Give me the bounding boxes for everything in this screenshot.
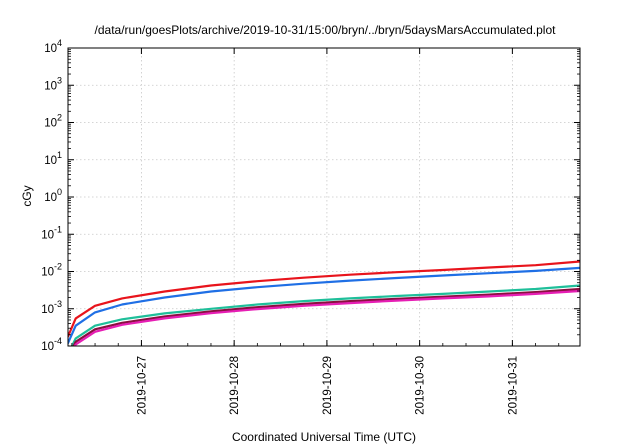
chart-title: /data/run/goesPlots/archive/2019-10-31/1… bbox=[95, 23, 557, 37]
y-tick-label: 102 bbox=[44, 113, 62, 130]
y-tick-exponent: 2 bbox=[57, 113, 62, 123]
x-ticks: 2019-10-27 2019-10-28 2019-10-29 2019-10-30… bbox=[71, 48, 560, 415]
y-tick-base: 10 bbox=[44, 155, 57, 167]
y-axis-label: cGy bbox=[20, 185, 34, 206]
series-line-2 bbox=[68, 266, 580, 345]
y-tick-base: 10 bbox=[41, 304, 54, 316]
x-tick-label: 2019-10-31 bbox=[507, 356, 519, 415]
y-tick-label: 10-2 bbox=[41, 262, 62, 279]
y-tick-label: 101 bbox=[44, 150, 62, 167]
series-line-5 bbox=[73, 289, 580, 346]
series-line-4 bbox=[72, 287, 580, 346]
y-tick-exponent: 3 bbox=[57, 75, 62, 85]
y-tick-label: 104 bbox=[44, 38, 62, 55]
y-tick-exponent: -1 bbox=[54, 224, 62, 234]
y-tick-exponent: 1 bbox=[57, 150, 62, 160]
y-tick-label: 10-4 bbox=[41, 336, 62, 353]
y-tick-exponent: -3 bbox=[54, 299, 62, 309]
y-tick-exponent: -4 bbox=[54, 336, 62, 346]
x-tick-label: 2019-10-30 bbox=[415, 356, 427, 415]
y-tick-base: 10 bbox=[44, 118, 57, 130]
y-tick-base: 10 bbox=[44, 192, 57, 204]
x-tick-label: 2019-10-29 bbox=[322, 356, 334, 415]
y-tick-label: 103 bbox=[44, 75, 62, 92]
y-tick-base: 10 bbox=[44, 43, 57, 55]
series-line-3 bbox=[70, 284, 580, 346]
x-tick-label: 2019-10-28 bbox=[229, 356, 241, 415]
y-tick-base: 10 bbox=[44, 80, 57, 92]
y-tick-exponent: 0 bbox=[57, 187, 62, 197]
y-tick-base: 10 bbox=[41, 267, 54, 279]
series-line-1 bbox=[68, 260, 580, 338]
x-tick-label: 2019-10-27 bbox=[136, 356, 148, 415]
y-tick-exponent: -2 bbox=[54, 262, 62, 272]
y-tick-label: 100 bbox=[44, 187, 62, 204]
y-tick-base: 10 bbox=[41, 229, 54, 241]
y-tick-exponent: 4 bbox=[57, 38, 62, 48]
y-tick-label: 10-3 bbox=[41, 299, 62, 316]
y-tick-base: 10 bbox=[41, 341, 54, 353]
y-tick-label: 10-1 bbox=[41, 224, 62, 241]
x-axis-label: Coordinated Universal Time (UTC) bbox=[232, 430, 416, 444]
series-lines bbox=[68, 260, 580, 346]
